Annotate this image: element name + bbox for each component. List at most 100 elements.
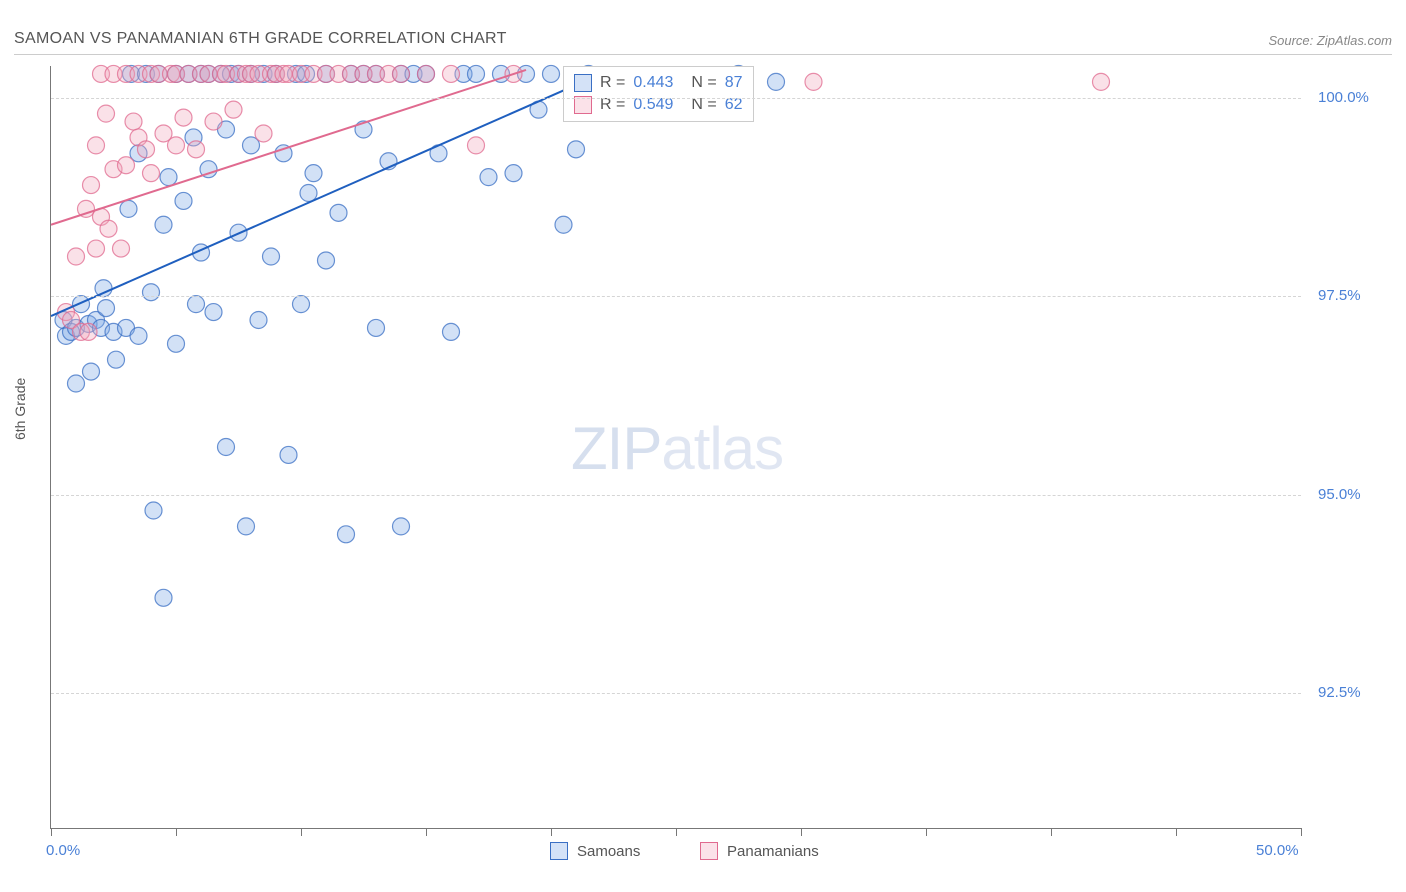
- xtick: [51, 828, 52, 836]
- correlation-row: R = 0.443 N = 87: [574, 72, 743, 94]
- data-point: [73, 296, 90, 313]
- data-point: [468, 137, 485, 154]
- data-point: [143, 284, 160, 301]
- series-swatch: [574, 74, 592, 92]
- xtick: [926, 828, 927, 836]
- data-point: [98, 105, 115, 122]
- data-point: [143, 165, 160, 182]
- data-point: [393, 65, 410, 82]
- chart-title: SAMOAN VS PANAMANIAN 6TH GRADE CORRELATI…: [14, 30, 507, 48]
- data-point: [218, 439, 235, 456]
- trend-line: [51, 70, 526, 225]
- grid-line: [51, 495, 1301, 496]
- data-point: [125, 113, 142, 130]
- scatter-svg: [51, 66, 1301, 828]
- grid-line: [51, 296, 1301, 297]
- data-point: [168, 137, 185, 154]
- data-point: [83, 177, 100, 194]
- xtick: [1051, 828, 1052, 836]
- data-point: [68, 375, 85, 392]
- data-point: [130, 327, 147, 344]
- data-point: [118, 157, 135, 174]
- n-value: 87: [725, 74, 743, 92]
- data-point: [318, 252, 335, 269]
- data-point: [330, 204, 347, 221]
- n-label: N =: [691, 74, 716, 92]
- r-value: 0.443: [633, 74, 673, 92]
- data-point: [443, 323, 460, 340]
- xtick: [676, 828, 677, 836]
- data-point: [338, 526, 355, 543]
- data-point: [305, 165, 322, 182]
- data-point: [480, 169, 497, 186]
- data-point: [145, 502, 162, 519]
- data-point: [280, 446, 297, 463]
- xtick: [551, 828, 552, 836]
- xtick-label: 50.0%: [1256, 842, 1299, 859]
- data-point: [368, 319, 385, 336]
- data-point: [83, 363, 100, 380]
- data-point: [175, 109, 192, 126]
- data-point: [255, 125, 272, 142]
- data-point: [225, 101, 242, 118]
- data-point: [768, 73, 785, 90]
- legend-item: Samoans: [550, 838, 640, 864]
- data-point: [1093, 73, 1110, 90]
- data-point: [293, 296, 310, 313]
- data-point: [188, 141, 205, 158]
- legend-label: Samoans: [577, 843, 640, 860]
- xtick: [1301, 828, 1302, 836]
- title-bar: SAMOAN VS PANAMANIAN 6TH GRADE CORRELATI…: [14, 18, 1392, 55]
- data-point: [205, 113, 222, 130]
- xtick: [1176, 828, 1177, 836]
- data-point: [543, 65, 560, 82]
- ytick-label: 100.0%: [1318, 89, 1369, 106]
- r-label: R =: [600, 74, 625, 92]
- data-point: [555, 216, 572, 233]
- data-point: [168, 335, 185, 352]
- grid-line: [51, 693, 1301, 694]
- data-point: [108, 351, 125, 368]
- xtick: [176, 828, 177, 836]
- data-point: [113, 240, 130, 257]
- ytick-label: 97.5%: [1318, 287, 1361, 304]
- data-point: [393, 518, 410, 535]
- xtick-label: 0.0%: [46, 842, 80, 859]
- data-point: [805, 73, 822, 90]
- data-point: [68, 248, 85, 265]
- data-point: [138, 141, 155, 158]
- chart-container: SAMOAN VS PANAMANIAN 6TH GRADE CORRELATI…: [0, 0, 1406, 892]
- legend-swatch: [700, 842, 718, 860]
- source-label: Source: ZipAtlas.com: [1268, 33, 1392, 48]
- data-point: [443, 65, 460, 82]
- ytick-label: 95.0%: [1318, 486, 1361, 503]
- data-point: [80, 323, 97, 340]
- data-point: [120, 200, 137, 217]
- correlation-box: R =0.443N =87R =0.549N =62: [563, 66, 754, 122]
- ytick-label: 92.5%: [1318, 684, 1361, 701]
- legend-swatch: [550, 842, 568, 860]
- data-point: [98, 300, 115, 317]
- plot-area: ZIPatlas R =0.443N =87R =0.549N =62: [50, 66, 1301, 829]
- data-point: [160, 169, 177, 186]
- data-point: [95, 280, 112, 297]
- y-axis-label: 6th Grade: [12, 378, 28, 440]
- xtick: [801, 828, 802, 836]
- data-point: [155, 589, 172, 606]
- data-point: [250, 312, 267, 329]
- data-point: [568, 141, 585, 158]
- data-point: [100, 220, 117, 237]
- data-point: [205, 304, 222, 321]
- legend-item: Panamanians: [700, 838, 819, 864]
- data-point: [263, 248, 280, 265]
- data-point: [468, 65, 485, 82]
- data-point: [238, 518, 255, 535]
- data-point: [418, 65, 435, 82]
- data-point: [88, 137, 105, 154]
- data-point: [155, 216, 172, 233]
- data-point: [88, 240, 105, 257]
- grid-line: [51, 98, 1301, 99]
- legend-label: Panamanians: [727, 843, 819, 860]
- data-point: [505, 165, 522, 182]
- xtick: [426, 828, 427, 836]
